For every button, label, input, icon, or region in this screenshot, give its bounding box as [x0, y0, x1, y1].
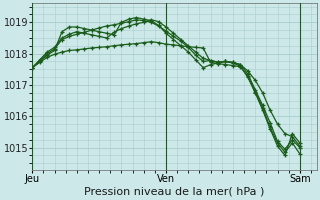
X-axis label: Pression niveau de la mer( hPa ): Pression niveau de la mer( hPa ): [84, 187, 265, 197]
